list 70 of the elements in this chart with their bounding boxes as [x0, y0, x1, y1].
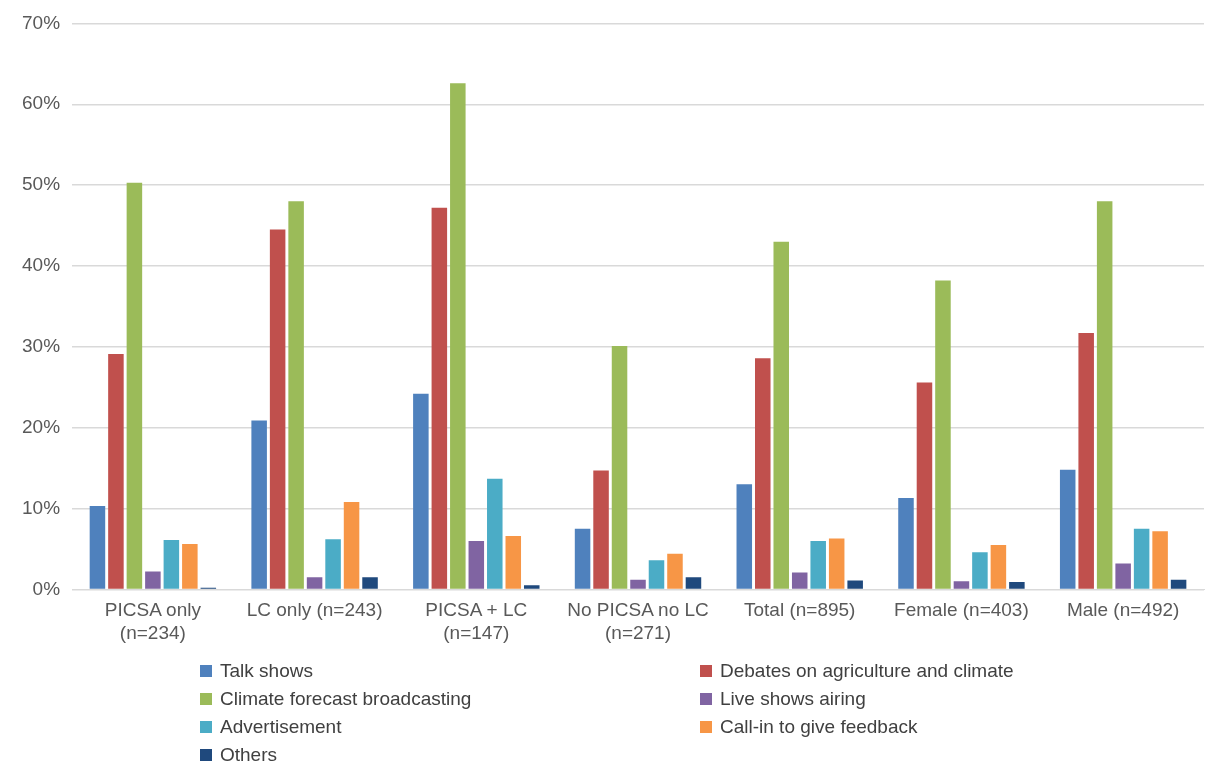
bar: [450, 83, 466, 589]
legend-label: Talk shows: [220, 660, 313, 682]
x-tick-label: No PICSA no LC (n=271): [567, 599, 709, 643]
bar: [898, 498, 914, 589]
x-tick-label: Total (n=895): [744, 599, 856, 621]
bar: [1078, 333, 1094, 589]
bar: [791, 572, 808, 589]
bar: [611, 346, 628, 589]
bar: [505, 536, 522, 589]
bar: [1170, 579, 1187, 589]
bar: [755, 358, 771, 589]
legend-label: Live shows airing: [720, 688, 866, 710]
y-tick-label: 40%: [22, 254, 61, 276]
x-tick-label: PICSA + LC (n=147): [425, 599, 528, 643]
bar: [126, 182, 143, 589]
y-tick-label: 10%: [22, 496, 61, 518]
bar: [413, 393, 429, 589]
bar: [269, 229, 286, 589]
bar: [89, 506, 106, 589]
bar: [972, 552, 988, 589]
bar: [685, 577, 702, 589]
legend-label: Call-in to give feedback: [720, 716, 918, 738]
bar: [916, 382, 933, 589]
legend-label: Advertisement: [220, 716, 342, 738]
bar: [325, 539, 341, 589]
bar: [288, 201, 304, 589]
bar: [953, 581, 970, 589]
bar: [1115, 563, 1131, 589]
bar: [810, 540, 826, 589]
bar: [523, 585, 540, 589]
bar: [487, 478, 503, 589]
bar: [990, 544, 1007, 589]
bar: [648, 560, 665, 589]
x-tick-label: Male (n=492): [1066, 599, 1180, 621]
bar: [847, 580, 863, 589]
bar: [343, 502, 360, 589]
x-tick-label: Female (n=403): [894, 599, 1029, 621]
bar: [431, 207, 448, 589]
legend-label: Climate forecast broadcasting: [220, 688, 472, 710]
bar: [306, 577, 323, 589]
bar: [736, 484, 753, 589]
bar: [468, 540, 485, 589]
bar: [1009, 582, 1025, 589]
y-tick-label: 50%: [22, 173, 61, 195]
x-tick-label: LC only (n=243): [246, 599, 383, 621]
bar: [182, 544, 198, 589]
bar: [1133, 528, 1150, 589]
bar: [935, 280, 951, 589]
bar: [574, 528, 591, 589]
bar: [630, 579, 646, 589]
bar: [1152, 531, 1168, 589]
bar: [362, 577, 378, 589]
bar: [828, 538, 845, 589]
bar: [145, 571, 161, 589]
legend-label: Others: [220, 744, 278, 766]
y-tick-label: 70%: [22, 11, 61, 33]
y-tick-label: 30%: [22, 335, 61, 357]
bar: [108, 354, 124, 589]
legend-label: Debates on agriculture and climate: [720, 660, 1014, 682]
bar: [163, 540, 180, 589]
bar: [1059, 469, 1076, 589]
y-tick-label: 0%: [32, 577, 61, 599]
y-tick-label: 20%: [22, 415, 61, 437]
bar: [773, 241, 790, 589]
bar: [1096, 201, 1113, 589]
x-tick-label: PICSA only (n=234): [104, 599, 202, 643]
bar: [667, 553, 683, 589]
y-tick-label: 60%: [22, 92, 61, 114]
bar: [593, 470, 609, 589]
bar: [251, 420, 267, 589]
